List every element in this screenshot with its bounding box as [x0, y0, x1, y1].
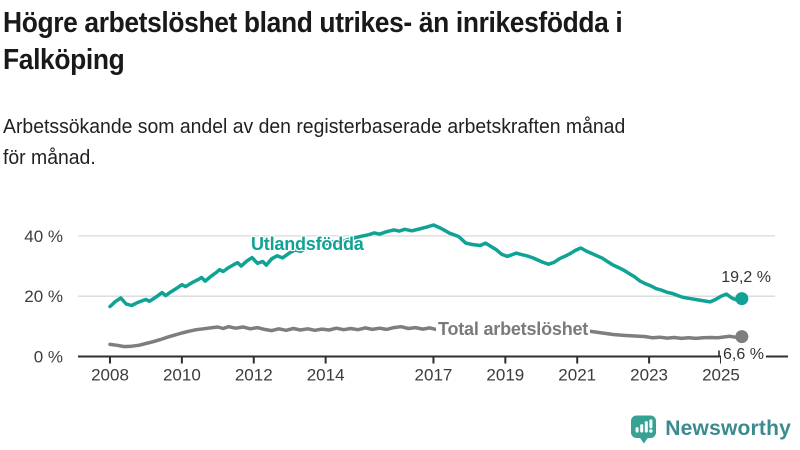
x-tick-label-2019: 2019	[486, 366, 524, 385]
end-value-label-utlandsfodda: 19,2 %	[721, 269, 771, 286]
x-tick-label-2025: 2025	[702, 366, 740, 385]
end-dot-utlandsfodda	[735, 292, 749, 306]
x-tick-label-2012: 2012	[235, 366, 273, 385]
x-tick-label-2008: 2008	[91, 366, 129, 385]
end-dot-total	[735, 330, 749, 344]
y-tick-label-0: 0 %	[34, 348, 63, 367]
x-tick-label-2021: 2021	[558, 366, 596, 385]
page-subtitle-line2: för månad.	[3, 147, 96, 169]
y-tick-label-40: 40 %	[24, 227, 63, 246]
page-subtitle: Arbetssökande som andel av den registerb…	[3, 112, 798, 174]
x-tick-label-2023: 2023	[630, 366, 668, 385]
y-tick-label-20: 20 %	[24, 287, 63, 306]
page-subtitle-line1: Arbetssökande som andel av den registerb…	[3, 116, 626, 138]
series-line-utlandsfodda	[108, 223, 744, 309]
series-line-total	[108, 324, 744, 349]
newsworthy-logo: Newsworthy	[630, 414, 791, 444]
page-title-line1: Högre arbetslöshet bland utrikes- än inr…	[3, 7, 623, 39]
x-tick-label-2014: 2014	[307, 366, 345, 385]
page-title: Högre arbetslöshet bland utrikes- än inr…	[3, 5, 800, 79]
end-value-label-total: 6,6 %	[721, 346, 766, 364]
series-label-utlandsfodda: Utlandsfödda	[251, 234, 364, 254]
x-tick-label-2010: 2010	[163, 366, 201, 385]
x-tick-label-2017: 2017	[415, 366, 453, 385]
series-label-total: Total arbetslöshet	[436, 319, 591, 340]
newsworthy-bubble-chart-icon	[631, 415, 657, 444]
newsworthy-wordmark: Newsworthy	[665, 417, 791, 440]
page-title-line2: Falköping	[3, 44, 125, 76]
